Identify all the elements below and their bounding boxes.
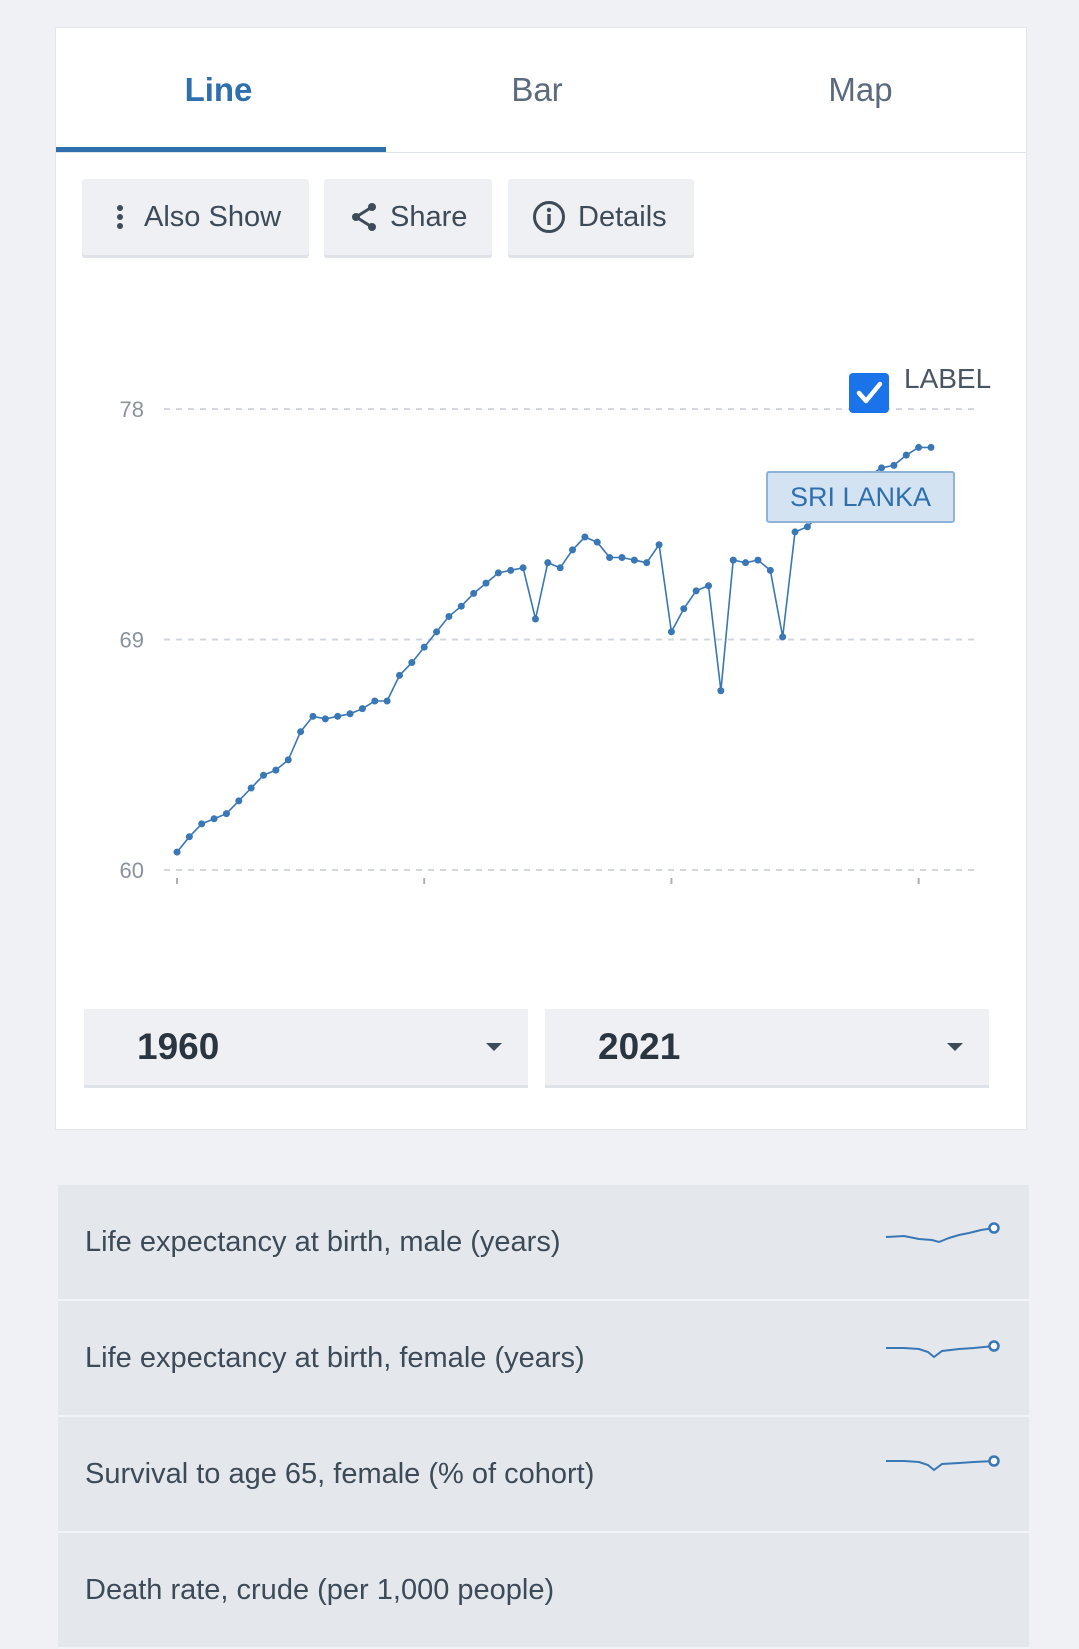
share-label: Share (390, 200, 468, 233)
data-point (803, 523, 811, 531)
related-indicator-row[interactable]: Life expectancy at birth, male (years) (58, 1185, 1029, 1301)
data-point (445, 612, 453, 620)
data-point (395, 671, 403, 679)
chart-card: Line Bar Map Also Show Share Details 60 6… (55, 27, 1027, 1130)
series-label-tag: SRI LANKA (766, 471, 955, 523)
data-point (519, 564, 527, 572)
end-year-select[interactable]: 2021 (545, 1009, 989, 1085)
active-tab-indicator (56, 147, 386, 152)
related-indicator-label: Survival to age 65, female (% of cohort) (85, 1457, 595, 1490)
chart-plot: 60 69 78 (120, 397, 976, 884)
data-point (717, 687, 725, 695)
also-show-label: Also Show (144, 200, 282, 233)
data-point (457, 602, 465, 610)
related-indicator-row[interactable]: Death rate, crude (per 1,000 people) (58, 1533, 1029, 1649)
details-button[interactable]: Details (508, 179, 694, 255)
kebab-menu-icon (116, 204, 124, 230)
data-point (878, 464, 886, 472)
data-point (309, 712, 317, 720)
data-point (260, 771, 268, 779)
sparkline-icon (886, 1455, 1000, 1472)
related-indicator-row[interactable]: Survival to age 65, female (% of cohort) (58, 1417, 1029, 1533)
data-point (173, 848, 181, 856)
data-point (902, 451, 910, 459)
also-show-button[interactable]: Also Show (82, 179, 309, 255)
tab-line[interactable]: Line (184, 71, 253, 108)
tab-bar[interactable]: Bar (511, 71, 563, 108)
start-year-select[interactable]: 1960 (84, 1009, 528, 1085)
start-year-value: 1960 (137, 1026, 220, 1067)
data-point (507, 566, 515, 574)
share-icon (350, 202, 378, 232)
data-point (321, 715, 329, 723)
data-point (346, 710, 354, 718)
data-point (655, 541, 663, 549)
data-point (766, 566, 774, 574)
y-tick-label: 69 (120, 628, 144, 653)
data-point (297, 728, 305, 736)
data-point (618, 554, 626, 562)
data-point (667, 628, 675, 636)
data-point (272, 766, 280, 774)
y-tick-label: 60 (120, 858, 144, 883)
data-point (729, 556, 737, 564)
data-point (569, 546, 577, 554)
related-indicator-label: Life expectancy at birth, male (years) (85, 1225, 561, 1258)
data-point (581, 533, 589, 541)
info-icon (532, 200, 566, 234)
checkbox-checked-icon[interactable] (849, 373, 889, 413)
dropdown-arrow-icon (947, 1043, 963, 1051)
data-point (692, 587, 700, 595)
data-point (742, 559, 750, 567)
data-point (198, 820, 206, 828)
data-point (420, 643, 428, 651)
data-point (247, 784, 255, 792)
sparkline-icon (886, 1340, 1000, 1359)
data-point (433, 628, 441, 636)
data-point (643, 559, 651, 567)
label-toggle-text: LABEL (904, 363, 992, 394)
related-indicator-label: Life expectancy at birth, female (years) (85, 1341, 585, 1374)
data-point (593, 538, 601, 546)
sparkline-icon (885, 1222, 1000, 1244)
data-point (383, 697, 391, 705)
data-point (235, 797, 243, 805)
data-point (531, 615, 539, 623)
line-chart: 60 69 78 (56, 308, 1028, 1028)
data-point (544, 559, 552, 567)
data-point (680, 605, 688, 613)
data-point (408, 659, 416, 667)
label-toggle[interactable]: LABEL (849, 363, 991, 413)
dropdown-arrow-icon (486, 1043, 502, 1051)
data-point (779, 633, 787, 641)
chart-type-tabs: Line Bar Map (56, 28, 1026, 153)
tab-map[interactable]: Map (828, 71, 893, 108)
y-tick-label: 78 (120, 397, 144, 422)
data-point (470, 589, 478, 597)
data-point (210, 815, 218, 823)
data-point (630, 556, 638, 564)
related-indicators-list: Life expectancy at birth, male (years) L… (58, 1185, 1029, 1649)
data-point (358, 705, 366, 713)
data-point (494, 569, 502, 577)
data-point (927, 443, 935, 451)
data-point (222, 810, 230, 818)
data-point (284, 756, 292, 764)
data-point (791, 528, 799, 536)
details-label: Details (578, 200, 667, 233)
share-button[interactable]: Share (324, 179, 492, 255)
data-point (705, 582, 713, 590)
related-indicator-label: Death rate, crude (per 1,000 people) (85, 1573, 555, 1606)
data-point (890, 461, 898, 469)
data-point (371, 697, 379, 705)
related-indicator-row[interactable]: Life expectancy at birth, female (years) (58, 1301, 1029, 1417)
data-point (334, 712, 342, 720)
data-point (754, 556, 762, 564)
end-year-value: 2021 (598, 1026, 681, 1067)
data-point (556, 564, 564, 572)
data-point (185, 833, 193, 841)
data-point (915, 443, 923, 451)
data-point (606, 554, 614, 562)
data-point (482, 579, 490, 587)
